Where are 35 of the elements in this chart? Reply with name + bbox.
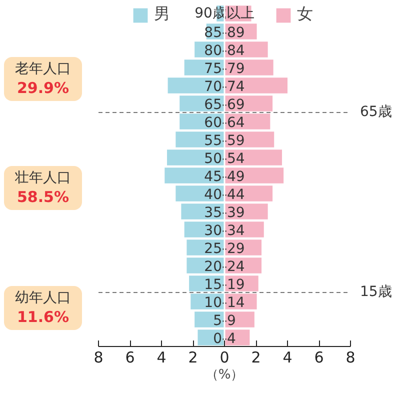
x-tick-label: 8 — [94, 348, 104, 366]
text: 老年人口 29.9% — [4, 60, 82, 98]
y-tick-label: 15-19 — [204, 277, 245, 293]
y-tick-label: 65-69 — [204, 97, 245, 113]
y-tick-label: 0-4 — [213, 331, 236, 347]
y-tick-label: 40-44 — [204, 187, 245, 203]
y-tick-label: 70-74 — [204, 79, 245, 95]
x-tick-label: 4 — [282, 348, 292, 366]
y-tick-label: 35-39 — [204, 205, 245, 221]
x-tick-label: 6 — [314, 348, 324, 366]
y-tick-label: 50-54 — [204, 151, 245, 167]
legend-label: 男 — [154, 4, 171, 25]
y-tick-label: 60-64 — [204, 115, 245, 131]
y-tick-label: 20-24 — [204, 259, 245, 275]
y-tick-label: 80-84 — [204, 43, 245, 59]
x-tick-label: 6 — [125, 348, 135, 366]
ref-line-label: 65歳 — [360, 103, 392, 121]
ref-line-label: 15歳 — [360, 283, 392, 301]
y-tick-label: 5-9 — [213, 313, 236, 329]
y-tick-label: 85-89 — [204, 25, 245, 41]
text: 幼年人口 11.6% — [4, 289, 82, 327]
x-tick-label: 2 — [251, 348, 261, 366]
x-tick-label: 4 — [156, 348, 166, 366]
y-tick-label: 55-59 — [204, 133, 245, 149]
y-tick-label: 75-79 — [204, 61, 245, 77]
y-tick-label: 25-29 — [204, 241, 245, 257]
legend-label: 女 — [297, 4, 314, 25]
x-tick-label: 2 — [188, 348, 198, 366]
y-tick-label: 10-14 — [204, 295, 245, 311]
y-tick-label: 45-49 — [204, 169, 245, 185]
x-tick-label: 0 — [220, 348, 230, 366]
text: 壮年人口 58.5% — [4, 169, 82, 207]
x-tick-label: 8 — [346, 348, 356, 366]
x-axis-title: （%） — [205, 368, 244, 382]
y-tick-label: 30-34 — [204, 223, 245, 239]
